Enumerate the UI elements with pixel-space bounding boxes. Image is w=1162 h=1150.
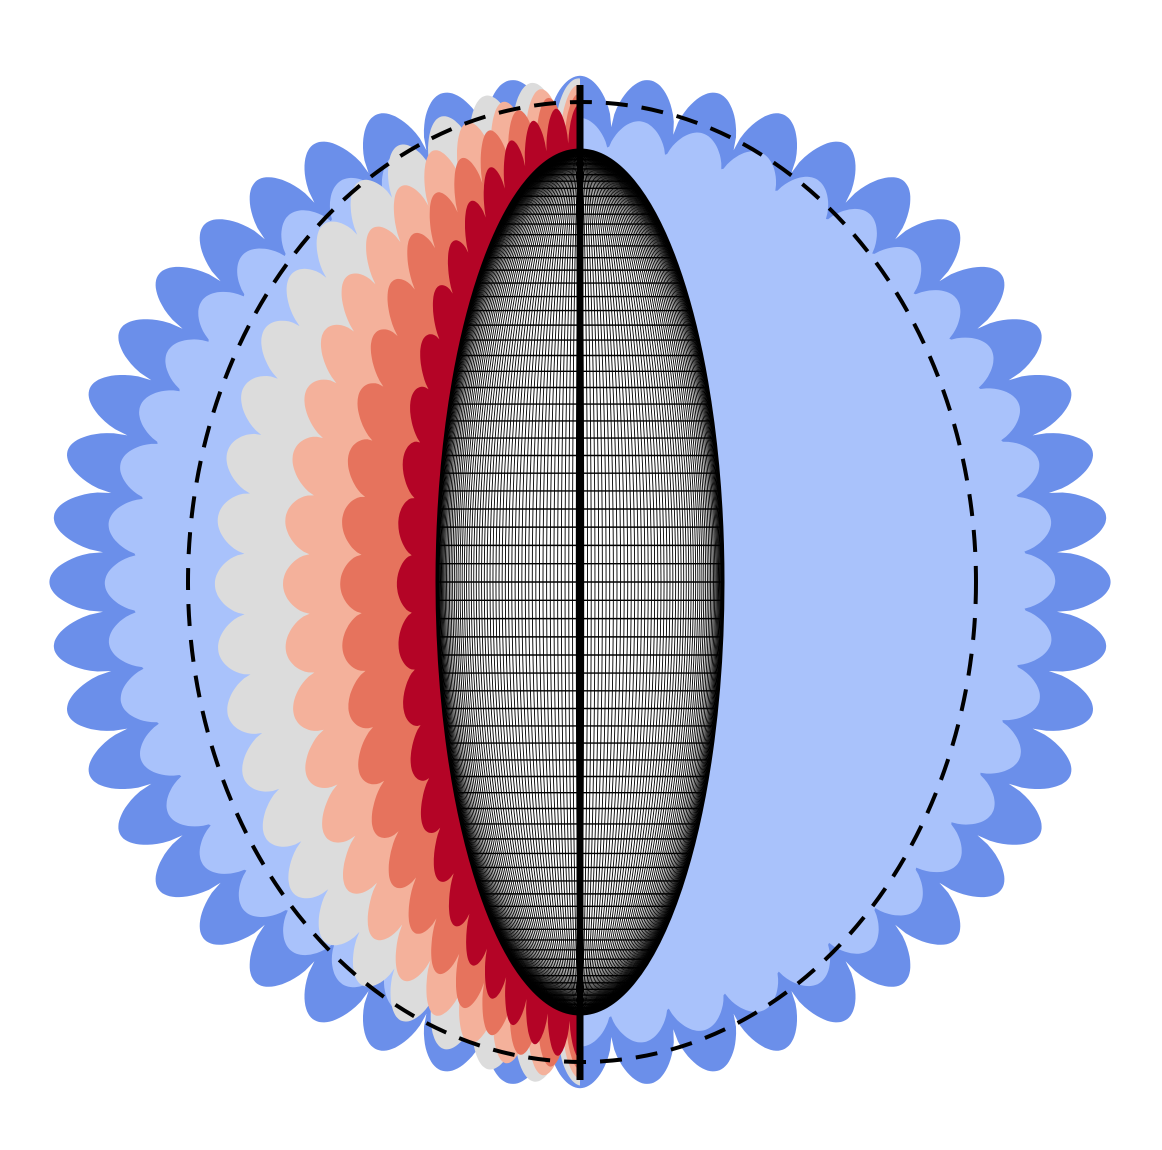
page: (() => { const NS = 'http://www.w3.org/2… (49, 75, 1111, 1089)
figure (49, 75, 1111, 1089)
